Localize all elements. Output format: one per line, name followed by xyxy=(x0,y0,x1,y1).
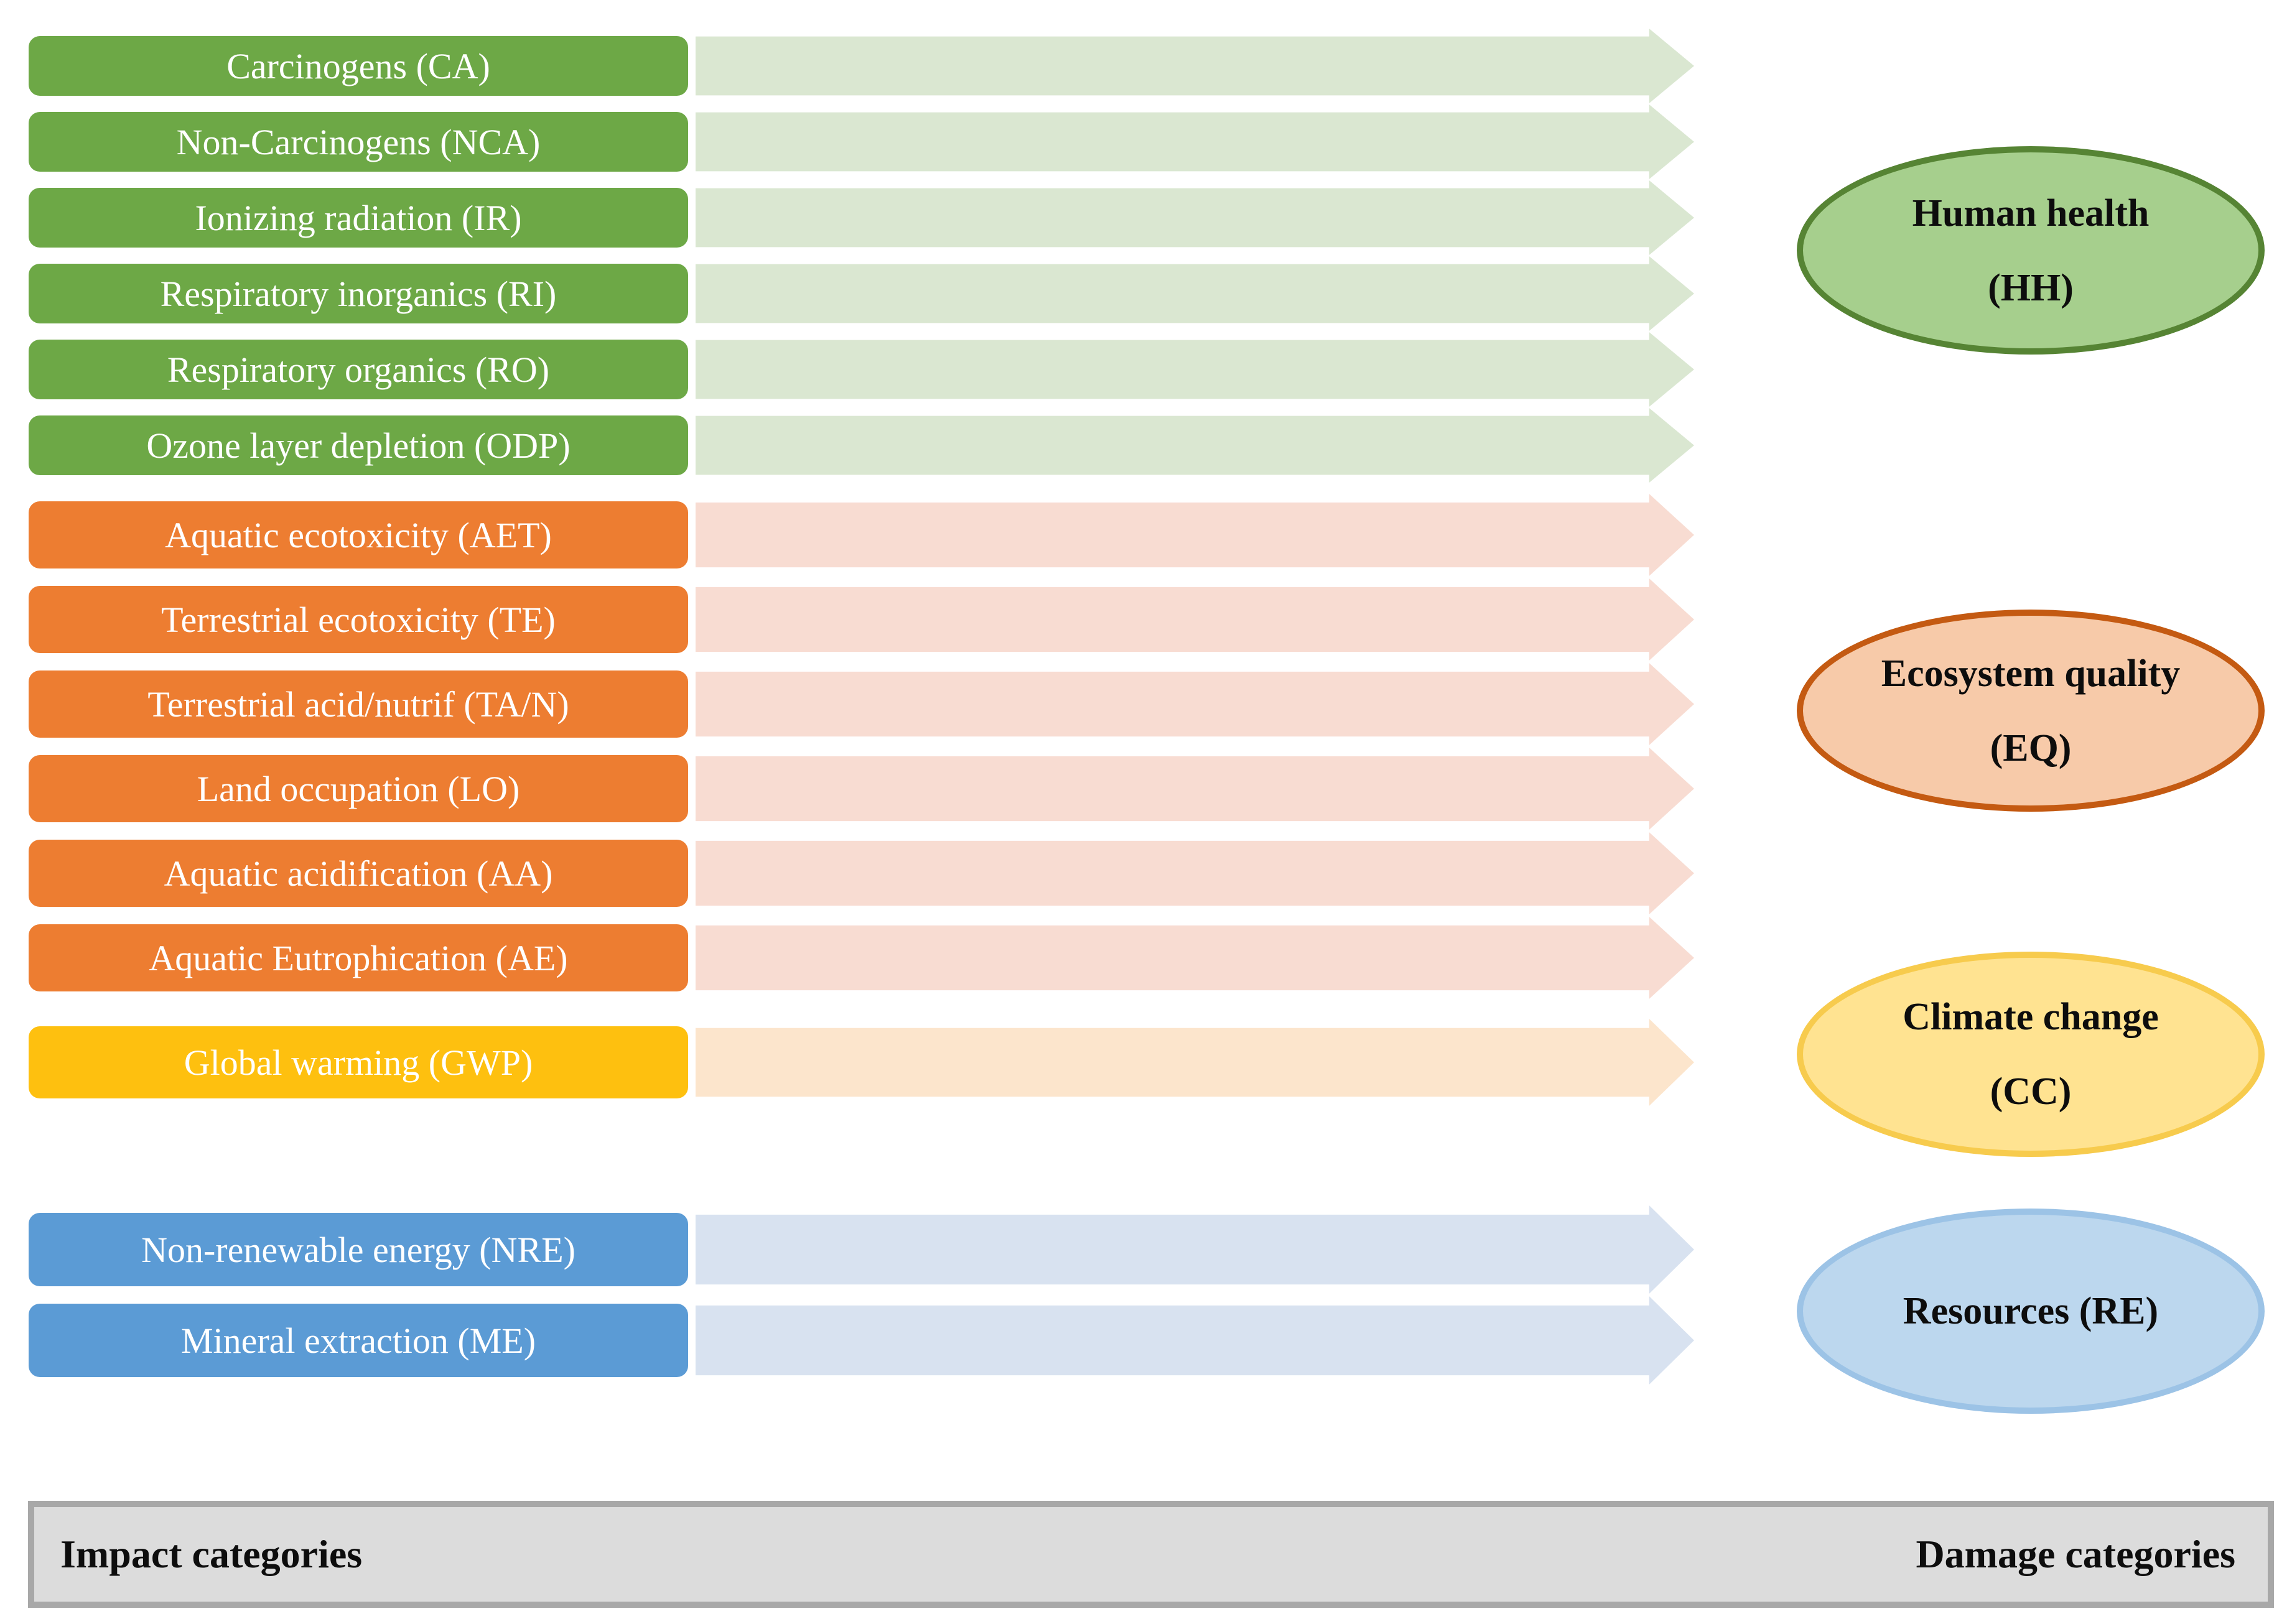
damage-abbr: (CC) xyxy=(1990,1070,2072,1113)
damage-ellipse-climate-change: Climate change (CC) xyxy=(1797,952,2265,1157)
impact-box: Aquatic Eutrophication (AE) xyxy=(29,924,688,991)
impact-box: Ionizing radiation (IR) xyxy=(29,188,688,248)
damage-abbr: (HH) xyxy=(1988,266,2074,309)
categories-legend-bar: Impact categories Damage categories xyxy=(28,1501,2274,1608)
impact-box: Mineral extraction (ME) xyxy=(29,1304,688,1377)
impact-box: Carcinogens (CA) xyxy=(29,36,688,96)
impact-box: Respiratory inorganics (RI) xyxy=(29,264,688,323)
damage-label: Ecosystem quality xyxy=(1881,652,2181,695)
damage-ellipse-human-health: Human health (HH) xyxy=(1797,146,2265,355)
flow-arrow xyxy=(696,917,1694,999)
flow-arrow xyxy=(696,332,1694,407)
impact-box: Aquatic ecotoxicity (AET) xyxy=(29,501,688,568)
damage-ellipse-ecosystem-quality: Ecosystem quality (EQ) xyxy=(1797,610,2265,812)
flow-arrow xyxy=(696,494,1694,576)
flow-arrow xyxy=(696,663,1694,745)
damage-label: Human health xyxy=(1912,192,2150,234)
flow-arrow xyxy=(696,832,1694,914)
flow-arrow xyxy=(696,29,1694,103)
impact-box: Respiratory organics (RO) xyxy=(29,340,688,399)
flow-arrow xyxy=(696,1019,1694,1106)
flow-arrow xyxy=(696,578,1694,661)
flow-arrow xyxy=(696,748,1694,830)
impact-box: Non-Carcinogens (NCA) xyxy=(29,112,688,172)
flow-arrow xyxy=(696,104,1694,179)
impact-box: Land occupation (LO) xyxy=(29,755,688,822)
flow-arrow xyxy=(696,408,1694,483)
impact-box: Terrestrial ecotoxicity (TE) xyxy=(29,586,688,653)
impact-box: Non-renewable energy (NRE) xyxy=(29,1213,688,1286)
damage-abbr: (EQ) xyxy=(1990,726,2072,769)
impact-categories-label: Impact categories xyxy=(60,1532,363,1576)
impact-box: Aquatic acidification (AA) xyxy=(29,840,688,907)
flow-arrow xyxy=(696,180,1694,255)
damage-label: Climate change xyxy=(1903,996,2159,1038)
damage-label: Resources (RE) xyxy=(1903,1290,2159,1332)
impact-box: Terrestrial acid/nutrif (TA/N) xyxy=(29,670,688,738)
impact-box: Global warming (GWP) xyxy=(29,1026,688,1098)
impact-box: Ozone layer depletion (ODP) xyxy=(29,415,688,475)
damage-ellipse-resources: Resources (RE) xyxy=(1797,1209,2265,1414)
damage-categories-label: Damage categories xyxy=(1916,1532,2235,1576)
flow-arrow xyxy=(696,256,1694,331)
flow-arrow xyxy=(696,1205,1694,1294)
flow-arrow xyxy=(696,1296,1694,1385)
